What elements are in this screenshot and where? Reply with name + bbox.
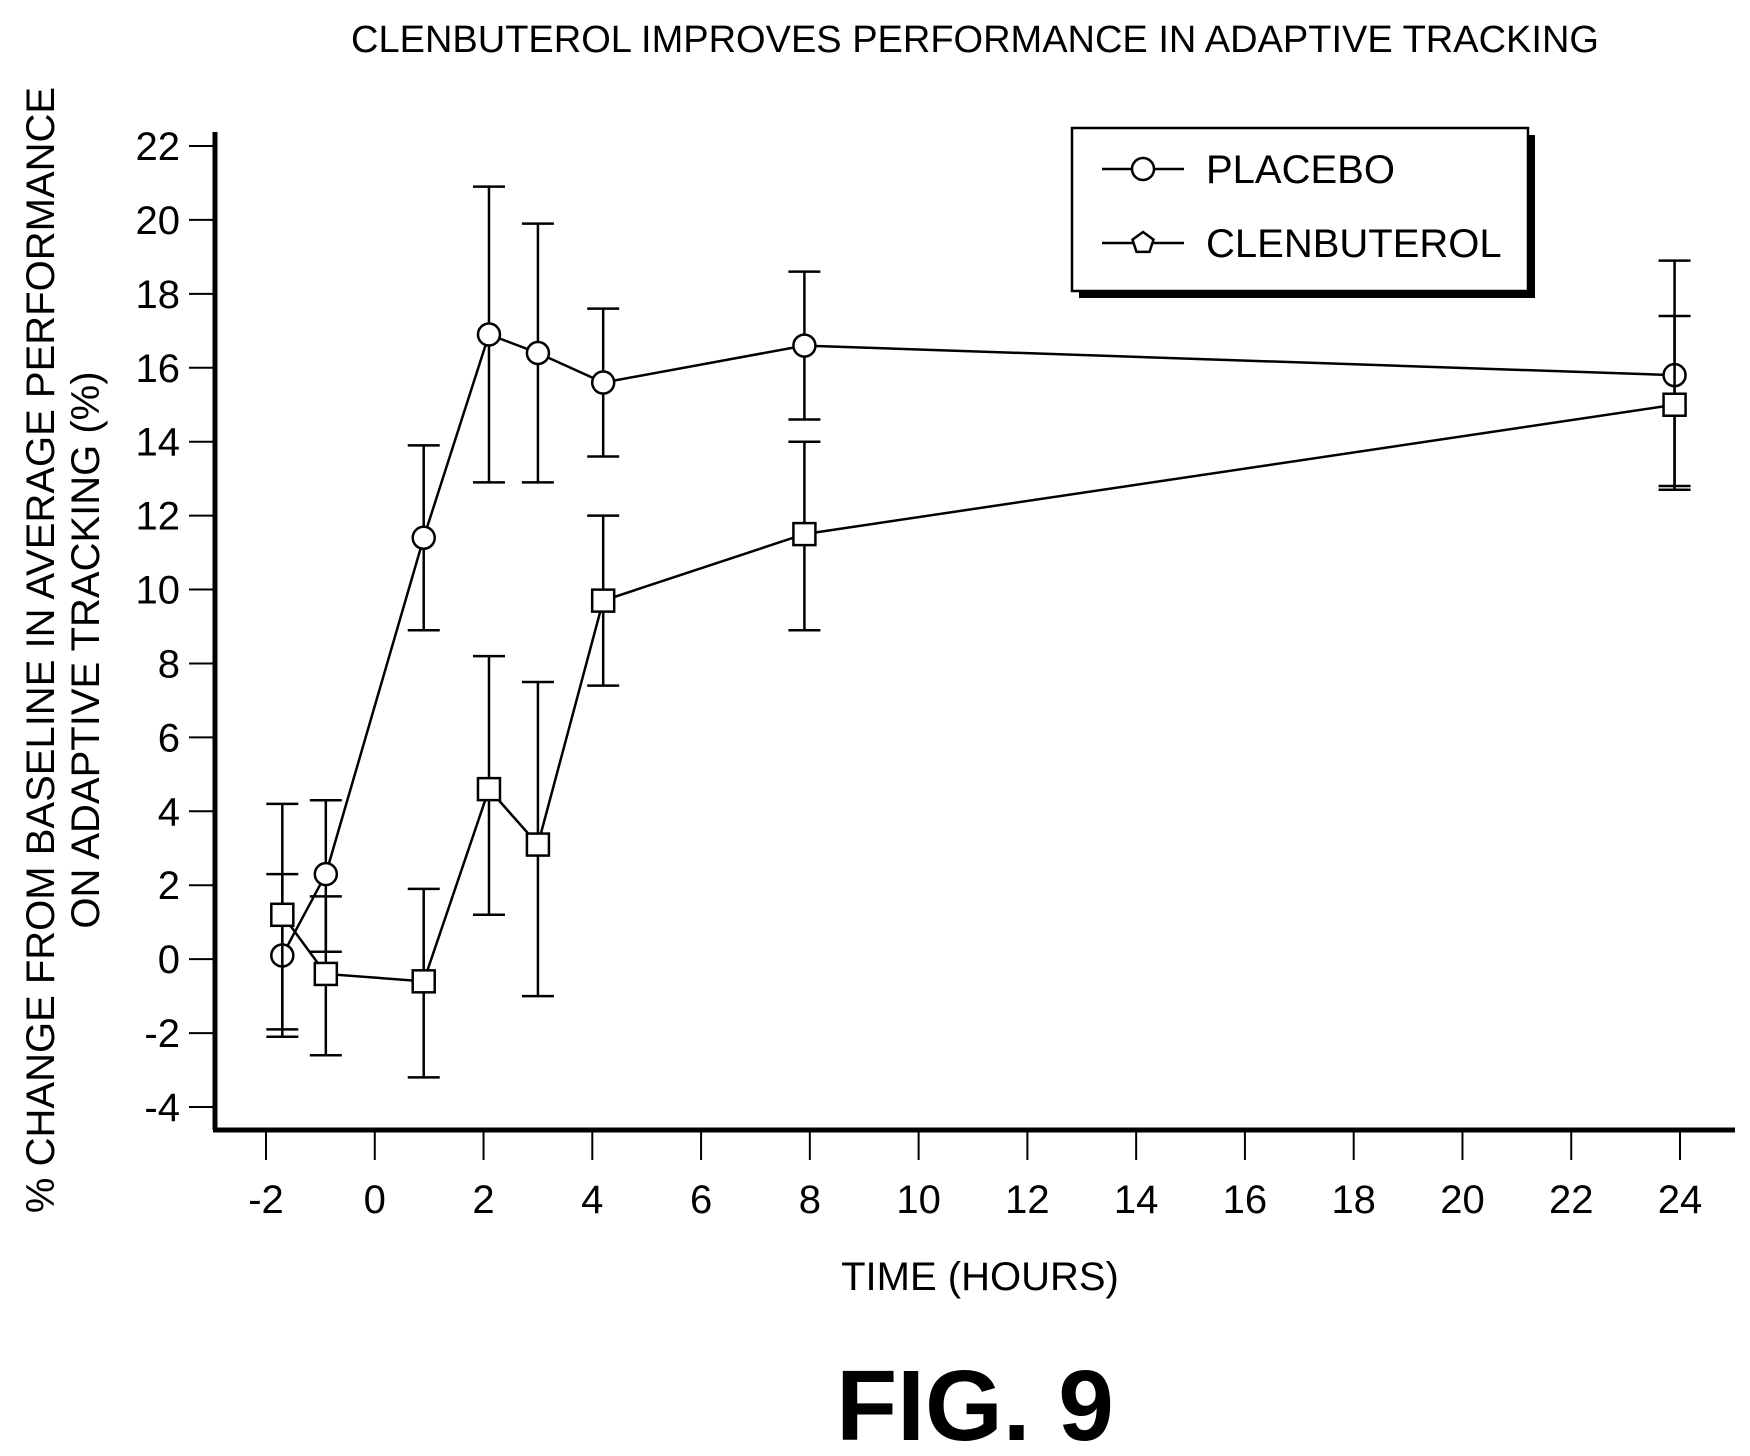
y-tick-label: 4 xyxy=(158,790,180,834)
legend-marker-circle xyxy=(1130,156,1156,182)
y-tick-label: 16 xyxy=(136,347,181,391)
y-tick-label: -2 xyxy=(144,1012,180,1056)
x-tick-label: 16 xyxy=(1223,1178,1268,1222)
y-tick-label: 0 xyxy=(158,938,180,982)
y-tick-label: 22 xyxy=(136,125,181,169)
legend-label: CLENBUTEROL xyxy=(1206,222,1502,266)
x-tick-label: 6 xyxy=(690,1178,712,1222)
y-tick-label: 10 xyxy=(136,569,181,613)
x-tick-label: 24 xyxy=(1658,1178,1703,1222)
x-tick-label: 18 xyxy=(1331,1178,1376,1222)
y-tick-label: 8 xyxy=(158,642,180,686)
y-tick-label: 2 xyxy=(158,864,180,908)
data-point xyxy=(590,370,616,395)
data-point xyxy=(590,588,616,613)
y-axis-title: % CHANGE FROM BASELINE IN AVERAGE PERFOR… xyxy=(19,87,108,1213)
data-point xyxy=(476,776,502,802)
data-point xyxy=(411,525,436,551)
x-tick-label: 2 xyxy=(472,1178,494,1222)
data-point xyxy=(525,832,551,857)
y-tick-label: 20 xyxy=(136,199,181,243)
x-tick-label: 20 xyxy=(1440,1178,1485,1222)
y-tick-label: 14 xyxy=(136,421,181,465)
legend-box xyxy=(1070,126,1530,293)
y-tick-label: 18 xyxy=(136,273,181,317)
data-point xyxy=(476,322,502,347)
y-axis-title-line-2: ON ADAPTIVE TRACKING (%) xyxy=(64,371,108,928)
y-tick-label: 12 xyxy=(136,495,181,539)
x-tick-label: 12 xyxy=(1005,1178,1050,1222)
y-tick-label: -4 xyxy=(144,1086,180,1130)
data-point xyxy=(270,902,295,928)
y-axis-title-line-1: % CHANGE FROM BASELINE IN AVERAGE PERFOR… xyxy=(19,87,63,1213)
data-point xyxy=(313,861,339,887)
figure-caption: FIG. 9 xyxy=(836,1350,1114,1456)
data-point xyxy=(525,340,551,366)
data-point xyxy=(792,333,817,358)
x-tick-label: 4 xyxy=(581,1178,603,1222)
x-tick-label: 22 xyxy=(1549,1178,1594,1222)
series-placebo xyxy=(266,185,1691,1039)
data-point xyxy=(792,521,817,547)
series-line xyxy=(281,332,1675,957)
chart-title: CLENBUTEROL IMPROVES PERFORMANCE IN ADAP… xyxy=(351,19,1599,61)
data-point xyxy=(313,961,339,987)
legend: PLACEBO CLENBUTEROL xyxy=(1070,126,1535,298)
legend-marker-pentagon xyxy=(1131,230,1155,254)
data-point xyxy=(411,969,436,994)
x-tick-label: 10 xyxy=(896,1178,941,1222)
x-axis-title: TIME (HOURS) xyxy=(841,1255,1119,1299)
series-line xyxy=(281,403,1675,983)
series-clenbuterol xyxy=(266,314,1691,1079)
y-tick-label: 6 xyxy=(158,716,180,760)
x-tick-label: 8 xyxy=(799,1178,821,1222)
data-point xyxy=(1662,392,1687,417)
x-tick-label: -2 xyxy=(248,1178,284,1222)
x-tick-label: 14 xyxy=(1114,1178,1159,1222)
legend-label: PLACEBO xyxy=(1206,148,1395,192)
x-tick-label: 0 xyxy=(364,1178,386,1222)
